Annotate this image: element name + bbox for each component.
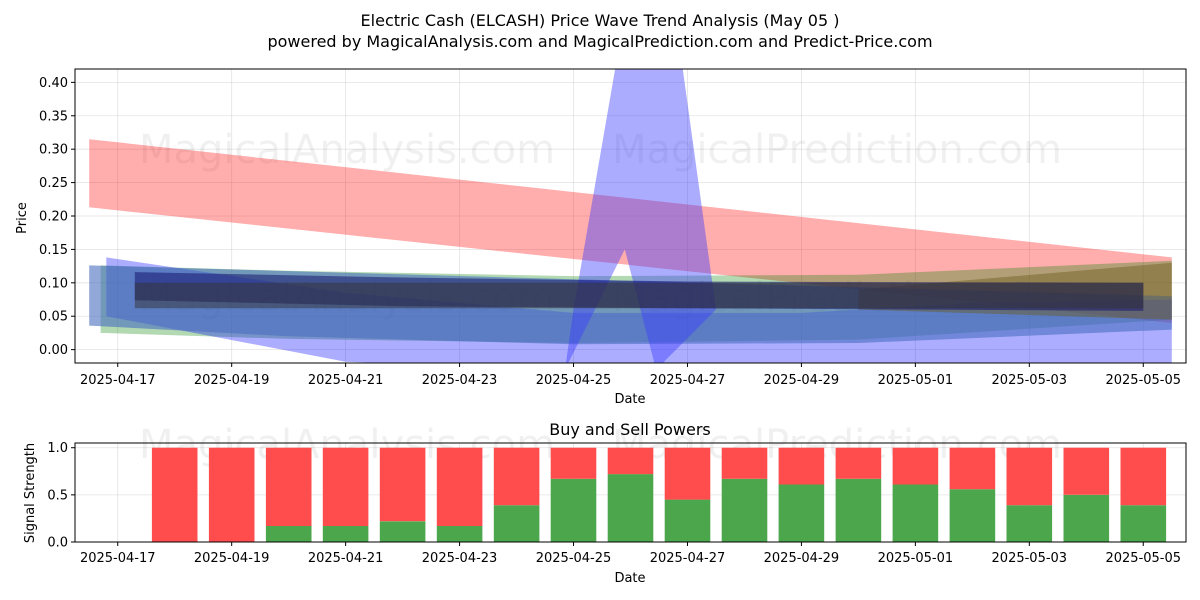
price-x-tick-label: 2025-04-21 [308, 373, 384, 388]
price-panel: MagicalAnalysis.com MagicalPrediction.co… [15, 68, 1187, 407]
buy-power-bar [1063, 494, 1110, 542]
signal-x-label: Date [614, 571, 645, 586]
sell-power-bar [1006, 447, 1053, 506]
price-x-tick-label: 2025-04-17 [80, 373, 156, 388]
price-y-tick-label: 0.30 [39, 143, 68, 158]
signal-x-tick-label: 2025-04-29 [764, 551, 840, 566]
buy-power-bar [1006, 505, 1053, 542]
chart-title-line1: Electric Cash (ELCASH) Price Wave Trend … [361, 11, 840, 30]
price-x-tick-label: 2025-05-01 [878, 373, 954, 388]
sell-power-bar [1063, 447, 1110, 495]
signal-x-tick-label: 2025-04-19 [194, 551, 270, 566]
buy-power-bar [493, 505, 540, 542]
signal-y-tick-label: 1.0 [47, 441, 68, 456]
signal-y-tick-label: 0.0 [47, 536, 68, 551]
price-y-tick-label: 0.40 [39, 76, 68, 91]
red-trend-band [89, 139, 1172, 323]
buy-power-bar [949, 489, 996, 542]
buy-power-bar [778, 484, 825, 542]
signal-y-tick-label: 0.5 [47, 488, 68, 503]
signal-x-tick-label: 2025-05-01 [878, 551, 954, 566]
price-x-tick-label: 2025-04-27 [650, 373, 726, 388]
price-y-tick-label: 0.20 [39, 210, 68, 225]
sell-power-bar [892, 447, 939, 485]
price-y-axis: 0.00 0.05 0.10 0.15 0.20 0.25 0.30 0.35 0.40 [39, 76, 75, 358]
price-x-tick-label: 2025-05-05 [1105, 373, 1181, 388]
sell-power-bar [379, 447, 426, 522]
signal-x-tick-label: 2025-04-21 [308, 551, 384, 566]
buy-power-bar [607, 474, 654, 542]
signal-x-tick-label: 2025-04-23 [422, 551, 498, 566]
buy-power-bar [664, 499, 711, 542]
buy-power-bar [835, 478, 882, 542]
price-y-tick-label: 0.00 [39, 343, 68, 358]
sell-power-bar [778, 447, 825, 485]
sell-power-bar [607, 447, 654, 475]
price-bands [89, 69, 1172, 363]
signal-x-tick-label: 2025-04-17 [80, 551, 156, 566]
price-y-tick-label: 0.15 [39, 243, 68, 258]
sell-power-bar [208, 447, 255, 542]
price-x-label: Date [614, 392, 645, 407]
signal-bars [151, 447, 1167, 542]
signal-title: Buy and Sell Powers [549, 420, 711, 439]
watermark-text: MagicalAnalysis.com [139, 127, 555, 173]
signal-x-tick-label: 2025-04-27 [650, 551, 726, 566]
price-x-tick-label: 2025-04-25 [536, 373, 612, 388]
signal-x-tick-label: 2025-05-03 [992, 551, 1068, 566]
price-x-tick-label: 2025-05-03 [992, 373, 1068, 388]
sell-power-bar [436, 447, 483, 526]
price-x-axis: 2025-04-17 2025-04-19 2025-04-21 2025-04-23… [80, 363, 1181, 388]
price-x-tick-label: 2025-04-19 [194, 373, 270, 388]
buy-power-bar [892, 484, 939, 542]
price-y-tick-label: 0.10 [39, 276, 68, 291]
buy-power-bar [322, 526, 369, 542]
buy-power-bar [550, 478, 597, 542]
sell-power-bar [265, 447, 312, 526]
buy-power-bar [721, 478, 768, 542]
signal-x-tick-label: 2025-05-05 [1105, 551, 1181, 566]
buy-power-bar [436, 526, 483, 542]
signal-plot-frame [74, 442, 1187, 543]
signal-panel: Buy and Sell Powers MagicalAnalysis.com … [23, 420, 1187, 586]
signal-x-axis: 2025-04-17 2025-04-19 2025-04-21 2025-04-23… [80, 542, 1181, 566]
sell-power-bar [322, 447, 369, 526]
sell-power-bar [949, 447, 996, 490]
sell-power-bar [550, 447, 597, 479]
watermark-text: MagicalPrediction.com [612, 127, 1062, 173]
dark-gray-band [134, 282, 1144, 309]
sell-power-bar [493, 447, 540, 506]
price-y-label: Price [15, 202, 30, 234]
price-y-tick-label: 0.25 [39, 176, 68, 191]
price-y-tick-label: 0.35 [39, 109, 68, 124]
sell-power-bar [151, 447, 198, 542]
signal-y-label: Signal Strength [23, 443, 38, 543]
buy-power-bar [265, 526, 312, 542]
sell-power-bar [1120, 447, 1167, 506]
price-x-tick-label: 2025-04-29 [764, 373, 840, 388]
signal-x-tick-label: 2025-04-25 [536, 551, 612, 566]
sell-power-bar [835, 447, 882, 479]
buy-power-bar [379, 521, 426, 542]
price-y-tick-label: 0.05 [39, 310, 68, 325]
signal-y-axis: 0.0 0.5 1.0 [47, 441, 75, 551]
sell-power-bar [721, 447, 768, 479]
chart-title-line2: powered by MagicalAnalysis.com and Magic… [267, 32, 932, 51]
sell-power-bar [664, 447, 711, 500]
price-x-tick-label: 2025-04-23 [422, 373, 498, 388]
buy-power-bar [1120, 505, 1167, 542]
